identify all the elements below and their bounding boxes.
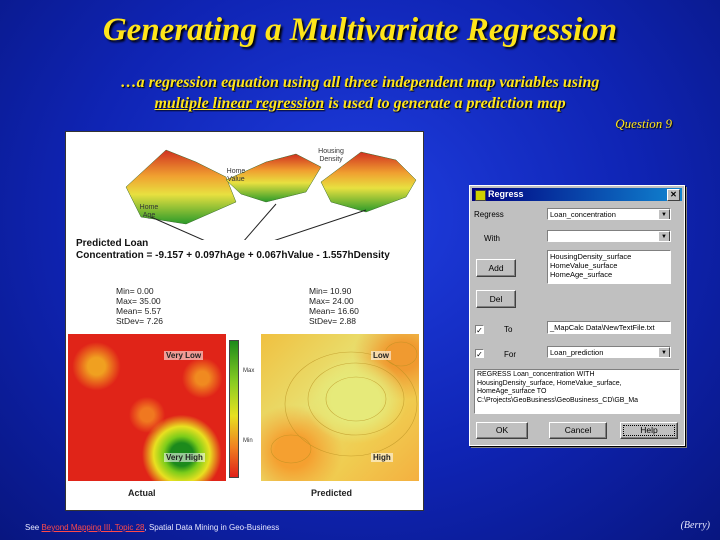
subtitle-link-text: multiple linear regression (154, 95, 325, 112)
legend-min-label: Min (243, 438, 253, 444)
regression-equation: Predicted Loan Concentration = -9.157 + … (76, 238, 390, 262)
list-item[interactable]: HomeValue_surface (550, 261, 618, 270)
footer-link[interactable]: Beyond Mapping III, Topic 28 (41, 523, 145, 532)
home-age-surface (125, 149, 237, 225)
regress-select-value: Loan_concentration (550, 210, 616, 219)
for-checkbox[interactable]: ✓ (475, 349, 484, 359)
predicted-stat-min: Min= 10.90 (309, 286, 352, 296)
command-line: HousingDensity_surface, HomeValue_surfac… (477, 379, 622, 387)
actual-caption: Actual (128, 488, 156, 498)
regress-dialog: Regress ✕ Regress Loan_concentration ▼ W… (469, 185, 685, 446)
slide-subtitle: …a regression equation using all three i… (60, 72, 660, 114)
footer-prefix: See (25, 523, 40, 532)
list-item[interactable]: HomeAge_surface (550, 270, 613, 279)
command-line: C:\Projects\GeoBusiness\GeoBusiness_CD\G… (477, 396, 639, 404)
actual-stat-mean: Mean= 5.57 (116, 306, 162, 316)
label-home-age: Home Age (139, 204, 159, 219)
predicted-caption: Predicted (311, 488, 353, 498)
close-icon[interactable]: ✕ (667, 189, 680, 201)
command-line: HomeAge_surface TO (477, 388, 547, 395)
actual-stat-min: Min= 0.00 (116, 286, 154, 296)
predicted-stat-stdev: StDev= 2.88 (309, 316, 357, 326)
for-select[interactable]: Loan_prediction ▼ (547, 346, 671, 358)
del-button[interactable]: Del (476, 290, 516, 308)
predicted-contours (270, 341, 418, 464)
chevron-down-icon[interactable]: ▼ (658, 347, 670, 357)
question-label: Question 9 (615, 116, 672, 131)
dialog-title-bar[interactable]: Regress ✕ (472, 188, 682, 201)
to-output-field[interactable]: _MapCalc Data\NewTextFile.txt (547, 321, 671, 334)
equation-line-2: Concentration = -9.157 + 0.097hAge + 0.0… (76, 250, 390, 261)
variables-list[interactable]: HousingDensity_surface HomeValue_surface… (547, 250, 671, 284)
regress-label: Regress (474, 210, 504, 219)
command-line: REGRESS Loan_concentration WITH (477, 371, 595, 378)
with-label: With (484, 234, 500, 243)
label-home-value: Home Value (226, 168, 246, 183)
chevron-down-icon[interactable]: ▼ (658, 231, 670, 241)
subtitle-text-pre: …a regression equation using all three i… (120, 74, 600, 91)
label-housing-density: Housing Density (318, 148, 344, 163)
predicted-stat-mean: Mean= 16.60 (309, 306, 359, 316)
to-label: To (504, 325, 513, 334)
actual-stat-max: Max= 35.00 (116, 296, 161, 306)
for-select-value: Loan_prediction (550, 348, 604, 357)
to-checkbox[interactable]: ✓ (475, 325, 484, 335)
regression-figure: Home Age Home Value Housing Density Pred… (65, 131, 424, 511)
footer-suffix: , Spatial Data Mining in Geo-Business (144, 523, 280, 532)
subtitle-text-post: is used to generate a prediction map (328, 95, 566, 112)
actual-stat-stdev: StDev= 7.26 (116, 316, 164, 326)
predicted-map (261, 334, 419, 481)
predicted-stat-max: Max= 24.00 (309, 296, 354, 306)
for-label: For (504, 350, 516, 359)
dialog-title: Regress (488, 189, 524, 199)
surfaces-graphic (125, 149, 417, 240)
cancel-button[interactable]: Cancel (549, 422, 607, 439)
color-legend-bar (229, 340, 239, 478)
footer-reference: See Beyond Mapping III, Topic 28, Spatia… (25, 523, 279, 532)
predicted-map-label-low: Low (371, 351, 391, 360)
add-button[interactable]: Add (476, 259, 516, 277)
help-button[interactable]: Help (620, 422, 678, 439)
housing-density-surface (320, 151, 417, 213)
with-select[interactable]: ▼ (547, 230, 671, 242)
regress-select[interactable]: Loan_concentration ▼ (547, 208, 671, 220)
actual-map-label-very-low: Very Low (164, 351, 204, 360)
app-icon (475, 190, 486, 201)
predicted-map-label-high: High (371, 453, 393, 462)
command-text-area[interactable]: REGRESS Loan_concentration WITH HousingD… (474, 369, 680, 414)
equation-line-1: Predicted Loan (76, 238, 149, 249)
actual-stats: Min= 0.00 Max= 35.00 Mean= 5.57 StDev= 7… (116, 286, 163, 326)
list-item[interactable]: HousingDensity_surface (550, 252, 632, 261)
slide-title: Generating a Multivariate Regression (102, 12, 618, 48)
legend-max-label: Max (243, 368, 255, 374)
arrow-housing-density (274, 209, 367, 240)
actual-map-label-very-high: Very High (164, 453, 205, 462)
chevron-down-icon[interactable]: ▼ (658, 209, 670, 219)
author-credit: (Berry) (680, 520, 710, 531)
ok-button[interactable]: OK (476, 422, 528, 439)
predicted-stats: Min= 10.90 Max= 24.00 Mean= 16.60 StDev=… (309, 286, 359, 326)
home-value-surface (225, 153, 322, 203)
arrow-home-age (150, 216, 205, 240)
arrow-home-value (244, 203, 277, 240)
